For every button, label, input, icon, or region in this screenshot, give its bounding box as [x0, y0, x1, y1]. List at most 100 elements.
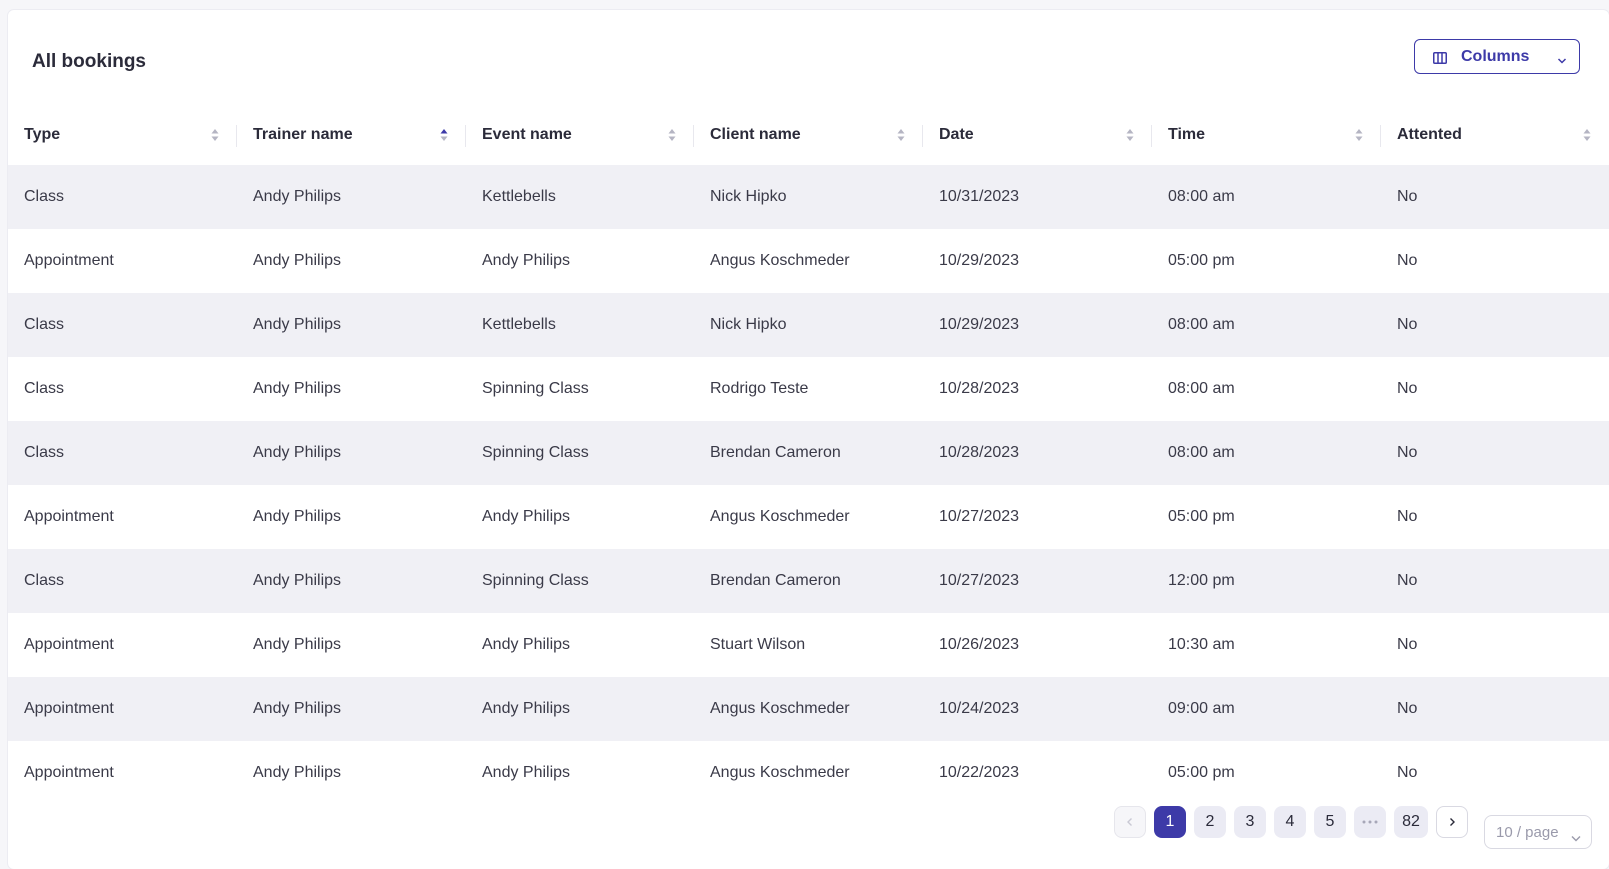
- table-row[interactable]: Class Andy Philips Spinning Class Brendan C…: [8, 549, 1609, 613]
- table-cell-date: 10/28/2023: [923, 357, 1152, 421]
- sort-icon[interactable]: [668, 128, 676, 142]
- table-cell-client-name: Stuart Wilson: [694, 613, 923, 677]
- page-size-select[interactable]: 10 / page: [1484, 815, 1592, 849]
- table-row[interactable]: Class Andy Philips Spinning Class Brendan C…: [8, 421, 1609, 485]
- page-button-last[interactable]: 82: [1394, 805, 1428, 838]
- prev-page-button[interactable]: [1114, 805, 1146, 838]
- table-cell-trainer-name: Andy Philips: [237, 677, 466, 741]
- chevron-down-icon: [1571, 829, 1581, 842]
- page-button-4[interactable]: 4: [1274, 805, 1306, 838]
- chevron-down-icon: [1557, 52, 1567, 64]
- table-cell-type: Appointment: [8, 613, 237, 677]
- table-cell-date: 10/31/2023: [923, 165, 1152, 229]
- table-cell-trainer-name: Andy Philips: [237, 165, 466, 229]
- table-cell-trainer-name: Andy Philips: [237, 549, 466, 613]
- table-cell-date: 10/22/2023: [923, 741, 1152, 805]
- table-cell-event-name: Spinning Class: [466, 421, 694, 485]
- table-cell-trainer-name: Andy Philips: [237, 485, 466, 549]
- bookings-table: Type Trainer name Event name Client name Dat…: [8, 105, 1609, 805]
- sort-icon[interactable]: [211, 128, 219, 142]
- table-row[interactable]: Appointment Andy Philips Andy Philips Angus…: [8, 229, 1609, 293]
- table-cell-client-name: Nick Hipko: [694, 165, 923, 229]
- table-cell-event-name: Andy Philips: [466, 485, 694, 549]
- bookings-card: All bookings Columns Type Trainer n: [8, 10, 1609, 869]
- columns-button-label: Columns: [1461, 47, 1530, 65]
- column-header-client-name[interactable]: Client name: [694, 105, 923, 165]
- table-row[interactable]: Appointment Andy Philips Andy Philips Stuar…: [8, 613, 1609, 677]
- column-header-label: Attented: [1397, 126, 1462, 143]
- table-cell-time: 08:00 am: [1152, 357, 1381, 421]
- table-row[interactable]: Class Andy Philips Kettlebells Nick Hipko 10…: [8, 293, 1609, 357]
- sort-icon[interactable]: [897, 128, 905, 142]
- table-row[interactable]: Appointment Andy Philips Andy Philips Angus…: [8, 485, 1609, 549]
- table-cell-event-name: Andy Philips: [466, 229, 694, 293]
- table-body: Class Andy Philips Kettlebells Nick Hipko 10…: [8, 165, 1609, 805]
- table-cell-event-name: Kettlebells: [466, 165, 694, 229]
- table-cell-event-name: Spinning Class: [466, 549, 694, 613]
- table-row[interactable]: Class Andy Philips Kettlebells Nick Hipko 10…: [8, 165, 1609, 229]
- column-header-time[interactable]: Time: [1152, 105, 1381, 165]
- sort-icon[interactable]: [440, 128, 448, 142]
- table-cell-date: 10/29/2023: [923, 229, 1152, 293]
- table-cell-date: 10/27/2023: [923, 485, 1152, 549]
- table-cell-client-name: Angus Koschmeder: [694, 677, 923, 741]
- table-cell-event-name: Andy Philips: [466, 741, 694, 805]
- table-cell-date: 10/24/2023: [923, 677, 1152, 741]
- table-cell-time: 05:00 pm: [1152, 741, 1381, 805]
- page-size-label: 10 / page: [1496, 823, 1559, 841]
- sort-icon[interactable]: [1126, 128, 1134, 142]
- table-cell-type: Appointment: [8, 677, 237, 741]
- table-cell-client-name: Rodrigo Teste: [694, 357, 923, 421]
- table-cell-type: Class: [8, 293, 237, 357]
- table-cell-time: 10:30 am: [1152, 613, 1381, 677]
- pagination-ellipsis[interactable]: [1354, 805, 1386, 838]
- table-cell-attented: No: [1381, 165, 1609, 229]
- table-cell-time: 08:00 am: [1152, 293, 1381, 357]
- table-row[interactable]: Appointment Andy Philips Andy Philips Angus…: [8, 741, 1609, 805]
- table-cell-type: Class: [8, 357, 237, 421]
- table-cell-client-name: Brendan Cameron: [694, 549, 923, 613]
- column-header-label: Client name: [710, 126, 801, 143]
- table-row[interactable]: Appointment Andy Philips Andy Philips Angus…: [8, 677, 1609, 741]
- table-cell-trainer-name: Andy Philips: [237, 613, 466, 677]
- table-cell-trainer-name: Andy Philips: [237, 357, 466, 421]
- page-button-5[interactable]: 5: [1314, 805, 1346, 838]
- table-cell-type: Appointment: [8, 229, 237, 293]
- columns-icon: [1433, 51, 1447, 64]
- sort-icon[interactable]: [1583, 128, 1591, 142]
- table-cell-trainer-name: Andy Philips: [237, 229, 466, 293]
- table-cell-date: 10/29/2023: [923, 293, 1152, 357]
- table-cell-client-name: Angus Koschmeder: [694, 741, 923, 805]
- page-button-3[interactable]: 3: [1234, 805, 1266, 838]
- column-divider: [693, 125, 694, 147]
- next-page-button[interactable]: [1436, 805, 1468, 838]
- column-header-event-name[interactable]: Event name: [466, 105, 694, 165]
- column-header-date[interactable]: Date: [923, 105, 1152, 165]
- column-header-type[interactable]: Type: [8, 105, 237, 165]
- table-cell-event-name: Andy Philips: [466, 613, 694, 677]
- column-divider: [922, 125, 923, 147]
- chevron-left-icon: [1127, 817, 1132, 826]
- table-cell-type: Class: [8, 549, 237, 613]
- table-cell-client-name: Angus Koschmeder: [694, 229, 923, 293]
- columns-button[interactable]: Columns: [1414, 39, 1580, 74]
- column-header-label: Event name: [482, 126, 572, 143]
- table-cell-date: 10/27/2023: [923, 549, 1152, 613]
- table-cell-attented: No: [1381, 485, 1609, 549]
- table-cell-date: 10/28/2023: [923, 421, 1152, 485]
- page-button-2[interactable]: 2: [1194, 805, 1226, 838]
- table-cell-client-name: Brendan Cameron: [694, 421, 923, 485]
- table-cell-event-name: Spinning Class: [466, 357, 694, 421]
- table-cell-client-name: Nick Hipko: [694, 293, 923, 357]
- page-button-1[interactable]: 1: [1154, 805, 1186, 838]
- table-row[interactable]: Class Andy Philips Spinning Class Rodrigo T…: [8, 357, 1609, 421]
- table-cell-trainer-name: Andy Philips: [237, 741, 466, 805]
- table-cell-attented: No: [1381, 357, 1609, 421]
- column-header-trainer-name[interactable]: Trainer name: [237, 105, 466, 165]
- column-divider: [236, 125, 237, 147]
- sort-icon[interactable]: [1355, 128, 1363, 142]
- column-header-attented[interactable]: Attented: [1381, 105, 1609, 165]
- table-cell-attented: No: [1381, 293, 1609, 357]
- column-header-label: Time: [1168, 126, 1206, 143]
